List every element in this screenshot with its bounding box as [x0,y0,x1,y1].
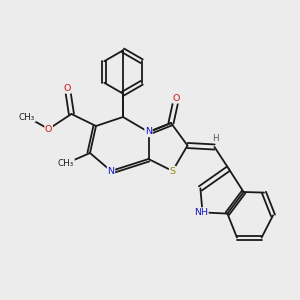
Text: N: N [107,167,115,176]
Text: O: O [64,84,71,93]
Text: CH₃: CH₃ [19,112,35,122]
Text: NH: NH [194,208,208,217]
Text: S: S [169,167,175,176]
Text: CH₃: CH₃ [58,159,74,168]
Text: H: H [212,134,218,142]
Text: O: O [45,124,52,134]
Text: N: N [145,128,152,136]
Text: O: O [173,94,180,103]
